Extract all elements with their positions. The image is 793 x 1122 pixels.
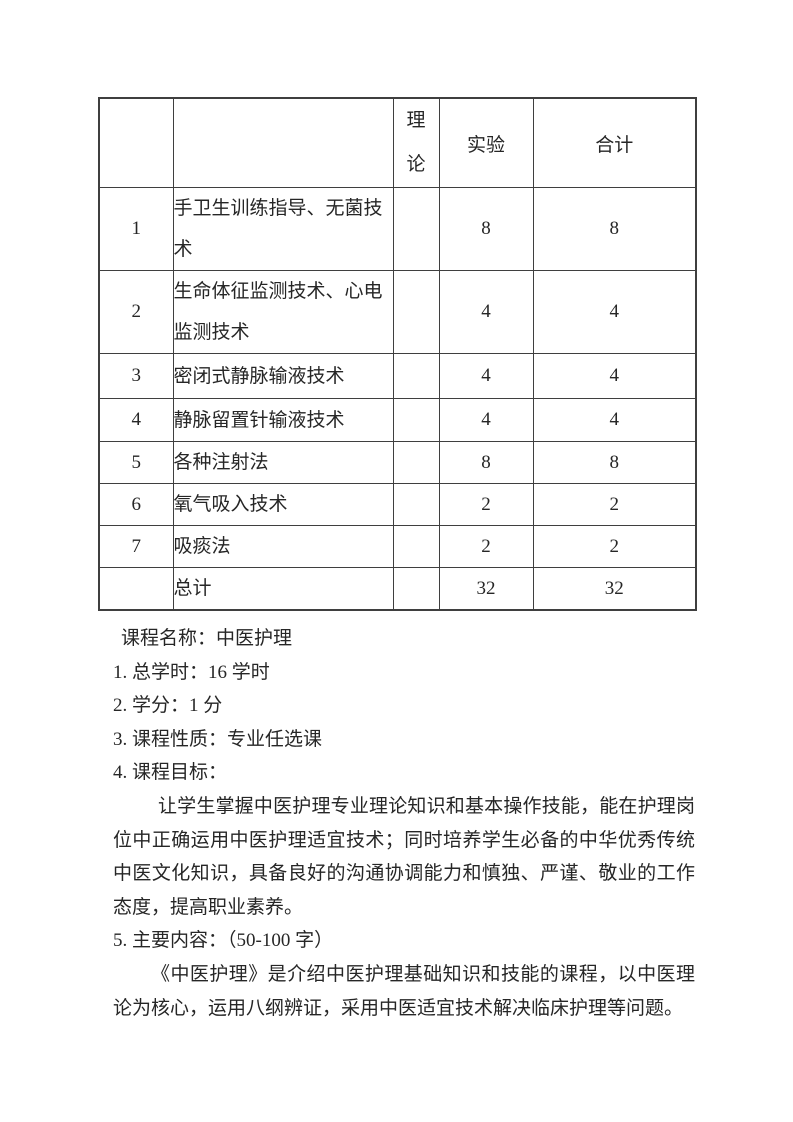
- cell-lab: 4: [438, 270, 534, 354]
- table-row: 7 吸痰法 2 2: [98, 525, 697, 568]
- list-item-main-content: 5. 主要内容：（50-100 字）: [113, 930, 334, 952]
- cell-lab: 2: [438, 483, 534, 526]
- list-item-credits: 2. 学分：1 分: [113, 695, 223, 717]
- header-cell-content: [172, 97, 394, 188]
- cell-lab: 8: [438, 187, 534, 271]
- cell-lab: 32: [438, 567, 534, 611]
- cell-content: 吸痰法: [172, 525, 394, 568]
- cell-theory: [392, 398, 440, 442]
- cell-lab: 8: [438, 441, 534, 484]
- cell-total: 8: [532, 441, 697, 484]
- cell-index: 1: [98, 187, 174, 271]
- cell-content: 手卫生训练指导、无菌技 术: [172, 187, 394, 271]
- list-item-total-hours: 1. 总学时：16 学时: [113, 661, 270, 683]
- objective-paragraph-line: 态度，提高职业素养。: [113, 896, 304, 918]
- table-row: 6 氧气吸入技术 2 2: [98, 483, 697, 526]
- cell-index: 3: [98, 353, 174, 399]
- content-paragraph-line: 论为核心，运用八纲辨证，采用中医适宜技术解决临床护理等问题。: [113, 997, 684, 1019]
- table-row: 3 密闭式静脉输液技术 4 4: [98, 353, 697, 399]
- cell-theory: [392, 525, 440, 568]
- course-name-line: 课程名称：中医护理: [121, 628, 293, 649]
- header-cell-theory: 理 论: [392, 97, 440, 188]
- table-row: 5 各种注射法 8 8: [98, 441, 697, 484]
- cell-total: 8: [532, 187, 697, 271]
- table-header-row: 理 论 实验 合计: [98, 97, 697, 188]
- cell-theory: [392, 353, 440, 399]
- table-row: 1 手卫生训练指导、无菌技 术 8 8: [98, 187, 697, 271]
- cell-content: 生命体征监测技术、心电 监测技术: [172, 270, 394, 354]
- cell-theory: [392, 567, 440, 611]
- list-item-course-type: 3. 课程性质：专业任选课: [113, 728, 323, 750]
- cell-lab: 2: [438, 525, 534, 568]
- objective-paragraph-line: 位中正确运用中医护理适宜技术；同时培养学生必备的中华优秀传统: [113, 829, 695, 851]
- table-row: 2 生命体征监测技术、心电 监测技术 4 4: [98, 270, 697, 354]
- cell-theory: [392, 270, 440, 354]
- cell-index: 7: [98, 525, 174, 568]
- cell-index: 2: [98, 270, 174, 354]
- cell-index: 5: [98, 441, 174, 484]
- cell-total: 4: [532, 270, 697, 354]
- cell-lab: 4: [438, 353, 534, 399]
- cell-total: 2: [532, 525, 697, 568]
- content-paragraph-line: 《中医护理》是介绍中医护理基础知识和技能的课程，以中医理: [151, 963, 695, 985]
- course-description: 课程名称：中医护理 1. 总学时：16 学时 2. 学分：1 分 3. 课程性质…: [113, 622, 695, 1025]
- cell-theory: [392, 441, 440, 484]
- cell-content: 总计: [172, 567, 394, 611]
- objective-paragraph-line: 中医文化知识，具备良好的沟通协调能力和慎独、严谨、敬业的工作: [113, 863, 695, 885]
- cell-index: 6: [98, 483, 174, 526]
- cell-content: 密闭式静脉输液技术: [172, 353, 394, 399]
- cell-content: 氧气吸入技术: [172, 483, 394, 526]
- cell-content: 各种注射法: [172, 441, 394, 484]
- cell-content: 静脉留置针输液技术: [172, 398, 394, 442]
- cell-theory: [392, 483, 440, 526]
- header-cell-index: [98, 97, 174, 188]
- table-row: 4 静脉留置针输液技术 4 4: [98, 398, 697, 442]
- course-hours-table: 理 论 实验 合计 1 手卫生训练指导、无菌技 术 8 8 2 生命体征监测技术…: [98, 97, 697, 611]
- cell-total: 4: [532, 398, 697, 442]
- cell-total: 2: [532, 483, 697, 526]
- cell-total: 32: [532, 567, 697, 611]
- cell-total: 4: [532, 353, 697, 399]
- cell-theory: [392, 187, 440, 271]
- header-cell-lab: 实验: [438, 97, 534, 188]
- cell-index: 4: [98, 398, 174, 442]
- cell-lab: 4: [438, 398, 534, 442]
- objective-paragraph-line: 让学生掌握中医护理专业理论知识和基本操作技能，能在护理岗: [158, 795, 695, 817]
- table-row-total: 总计 32 32: [98, 567, 697, 611]
- header-cell-total: 合计: [532, 97, 697, 188]
- cell-index: [98, 567, 174, 611]
- list-item-objectives: 4. 课程目标：: [113, 762, 228, 784]
